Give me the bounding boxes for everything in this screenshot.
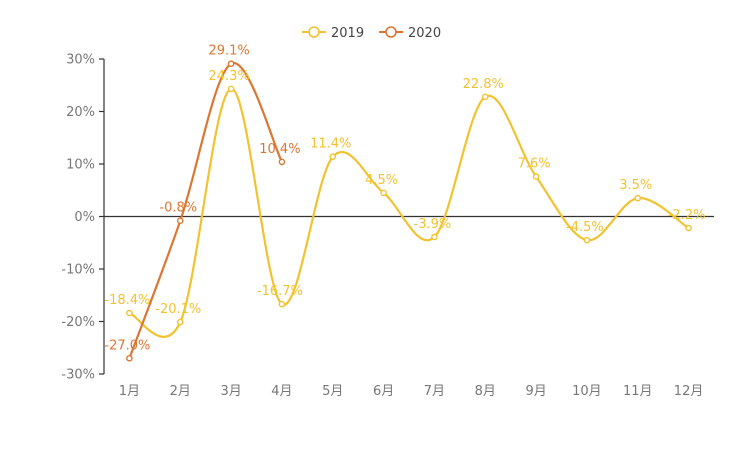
- data-label-2019: -3.9%: [414, 217, 452, 232]
- x-tick-label: 12月: [674, 384, 704, 399]
- series-line-2020: [128, 62, 283, 360]
- y-tick-label: -20%: [61, 315, 95, 330]
- y-tick-label: 20%: [66, 105, 95, 120]
- data-label-2020: 10.4%: [259, 142, 300, 157]
- legend-item-2019[interactable]: 2019: [302, 26, 364, 41]
- data-label-2019: -2.2%: [668, 208, 706, 223]
- legend: 2019 2020: [302, 26, 441, 41]
- x-tick-label: 7月: [424, 384, 445, 399]
- data-point-2020: [176, 217, 184, 224]
- data-point-2020: [126, 354, 133, 362]
- data-point-2019: [431, 233, 438, 241]
- data-point-2019: [634, 194, 642, 202]
- data-point-2019: [126, 309, 133, 317]
- data-label-2019: 3.5%: [619, 178, 652, 193]
- axes: -30% -20% -10% 0% 10% 20% 30% 1月 2月 3月 4月 5月 6月 7月 8月 9…: [61, 53, 714, 399]
- y-tick-label: 0%: [74, 210, 95, 225]
- x-tick-label: 1月: [119, 384, 140, 399]
- x-tick-label: 5月: [322, 384, 343, 399]
- y-tick-label: -30%: [61, 368, 95, 383]
- y-tick-label: 10%: [66, 158, 95, 173]
- data-point-2019: [329, 153, 337, 160]
- x-tick-label: 8月: [475, 384, 496, 399]
- data-labels-layer: -18.4% -20.1% 24.3% -16.7% 11.4% 4.5% -3.9% 22.…: [104, 44, 705, 354]
- data-label-2019: -16.7%: [257, 284, 303, 299]
- data-label-2019: 22.8%: [463, 77, 504, 92]
- x-tick-label: 9月: [525, 384, 546, 399]
- data-label-2019: 24.3%: [208, 69, 249, 84]
- data-label-2019: 11.4%: [310, 137, 351, 152]
- data-label-2020: 29.1%: [208, 44, 249, 59]
- series-2020: [126, 60, 286, 362]
- x-tick-label: 6月: [373, 384, 394, 399]
- x-tick-label: 3月: [220, 384, 241, 399]
- data-label-2019: 7.6%: [518, 157, 551, 172]
- data-label-2019: 4.5%: [365, 173, 398, 188]
- legend-item-2020[interactable]: 2020: [379, 26, 441, 41]
- x-tick-label: 4月: [271, 384, 292, 399]
- data-point-2019: [532, 173, 540, 180]
- data-point-2019: [227, 85, 235, 93]
- data-point-2019: [481, 93, 489, 101]
- data-label-2019: -18.4%: [104, 293, 150, 308]
- legend-label-2019: 2019: [331, 26, 364, 41]
- data-label-2019: -20.1%: [155, 302, 201, 317]
- data-point-2020: [278, 158, 286, 166]
- data-label-2020: -27.0%: [104, 338, 150, 353]
- legend-marker-2020: [385, 26, 397, 38]
- data-point-2019: [176, 318, 184, 326]
- data-point-2019: [380, 189, 387, 197]
- data-point-2020: [227, 60, 235, 68]
- legend-marker-2019: [308, 26, 320, 38]
- x-tick-label: 2月: [170, 384, 191, 399]
- data-point-2019: [583, 236, 591, 244]
- data-label-2020: -0.8%: [159, 201, 197, 216]
- x-tick-label: 10月: [572, 384, 602, 399]
- data-point-2019: [278, 300, 286, 308]
- y-tick-label: 30%: [66, 53, 95, 68]
- series-2019: [126, 85, 692, 338]
- legend-label-2020: 2020: [408, 26, 441, 41]
- data-point-2019: [685, 224, 692, 232]
- series-layer: [126, 60, 692, 362]
- data-label-2019: -4.5%: [566, 220, 604, 235]
- x-tick-label: 11月: [623, 384, 653, 399]
- y-tick-label: -10%: [61, 263, 95, 278]
- series-line-2019: [128, 87, 690, 338]
